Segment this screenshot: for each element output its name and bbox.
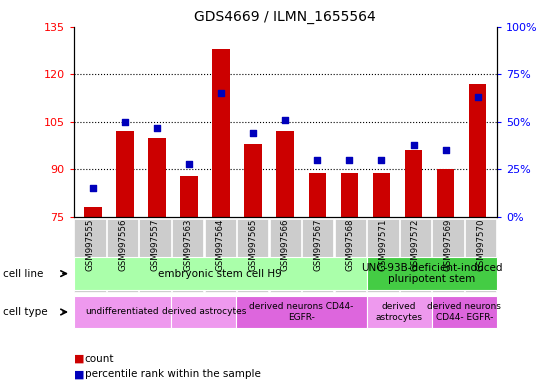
Point [153, 124, 162, 131]
Text: GSM997565: GSM997565 [248, 219, 257, 271]
Text: count: count [85, 354, 114, 364]
Bar [212, 49, 230, 217]
Text: GSM997564: GSM997564 [216, 219, 225, 271]
Bar [372, 173, 390, 217]
Text: embryonic stem cell H9: embryonic stem cell H9 [158, 268, 282, 279]
Text: ■: ■ [74, 354, 84, 364]
Text: GSM997571: GSM997571 [378, 219, 388, 271]
Text: GSM997570: GSM997570 [476, 219, 485, 271]
Bar [308, 173, 326, 217]
Bar [276, 131, 294, 217]
Text: GSM997568: GSM997568 [346, 219, 355, 271]
Bar [469, 84, 486, 217]
Text: ■: ■ [74, 369, 84, 379]
Text: GSM997555: GSM997555 [86, 219, 94, 271]
Text: GSM997563: GSM997563 [183, 219, 192, 271]
Text: GSM997557: GSM997557 [151, 219, 159, 271]
Text: derived neurons
CD44- EGFR-: derived neurons CD44- EGFR- [428, 302, 501, 322]
Point [217, 90, 225, 96]
Text: GSM997572: GSM997572 [411, 219, 420, 271]
Bar [245, 144, 262, 217]
Bar [116, 131, 134, 217]
Point [441, 147, 450, 154]
Point [185, 161, 193, 167]
Point [249, 130, 258, 136]
Bar [149, 138, 166, 217]
Point [377, 157, 386, 163]
Bar [341, 173, 358, 217]
Text: UNC-93B-deficient-induced
pluripotent stem: UNC-93B-deficient-induced pluripotent st… [361, 263, 502, 285]
Text: GSM997566: GSM997566 [281, 219, 290, 271]
Point [281, 117, 289, 123]
Point [121, 119, 129, 125]
Bar [437, 169, 454, 217]
Text: cell line: cell line [3, 268, 43, 279]
Text: GSM997569: GSM997569 [443, 219, 453, 271]
Text: cell type: cell type [3, 307, 48, 317]
Text: GSM997567: GSM997567 [313, 219, 322, 271]
Point [345, 157, 354, 163]
Bar [180, 176, 198, 217]
Point [313, 157, 322, 163]
Bar [84, 207, 102, 217]
Text: undifferentiated: undifferentiated [86, 308, 159, 316]
Bar [405, 151, 422, 217]
Point [409, 142, 418, 148]
Text: percentile rank within the sample: percentile rank within the sample [85, 369, 260, 379]
Text: derived astrocytes: derived astrocytes [162, 308, 246, 316]
Text: GSM997556: GSM997556 [118, 219, 127, 271]
Point [473, 94, 482, 100]
Point [88, 185, 97, 192]
Text: derived
astrocytes: derived astrocytes [376, 302, 423, 322]
Text: derived neurons CD44-
EGFR-: derived neurons CD44- EGFR- [250, 302, 354, 322]
Title: GDS4669 / ILMN_1655564: GDS4669 / ILMN_1655564 [194, 10, 376, 25]
